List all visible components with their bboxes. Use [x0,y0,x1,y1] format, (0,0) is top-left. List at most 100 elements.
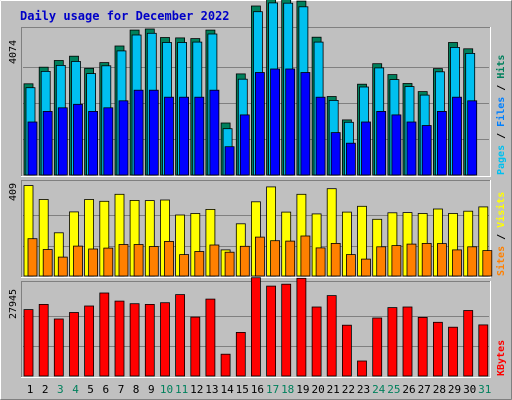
legend-kbytes: KBytes [496,340,507,376]
bar-sites [406,243,417,277]
x-tick-label: 4 [72,383,79,396]
bar-pages [148,89,159,176]
x-tick-label: 23 [357,383,370,396]
legend-item-visits: Visits [495,192,507,228]
legend-item-files: Files [495,97,507,127]
bar-sites [42,249,53,277]
bar-sites [467,246,478,277]
bar-sites [361,258,371,277]
bar-kbytes [235,331,246,377]
bar-kbytes [38,303,49,377]
bar-kbytes [84,305,94,377]
bar-sites [330,242,341,277]
bar-pages [27,121,38,176]
x-tick-label: 14 [220,383,234,396]
x-tick-label: 25 [387,383,400,396]
bar-pages [133,89,144,176]
x-tick-label: 21 [327,383,340,396]
bar-sites [57,256,68,277]
bar-sites [88,248,98,277]
bar-pages [467,100,478,176]
bar-kbytes [266,285,277,377]
bar-pages [406,121,417,176]
bar-kbytes [372,317,383,377]
bar-kbytes [326,295,337,377]
bar-kbytes [357,360,367,377]
bar-pages [57,107,68,176]
bar-pages [88,111,98,176]
bar-sites [452,249,462,277]
bar-pages [42,111,53,176]
legend-visits_sites: Sites / Visits [495,192,507,276]
x-tick-label: 31 [478,383,491,396]
x-tick-label: 11 [175,383,188,396]
panel-visits_sites: 409 Sites / Visits [8,180,507,278]
bar-kbytes [53,318,64,377]
legend-item-pages: Pages [496,145,507,175]
bar-kbytes [296,277,307,377]
bar-sites [391,245,402,277]
legend-item-sites: Sites [495,246,507,276]
bar-sites [209,244,220,277]
bar-pages [224,146,235,176]
x-tick-label: 10 [160,383,173,396]
bar-sites [270,240,281,277]
bar-pages [345,142,356,176]
legend-separator: / [496,228,507,246]
x-tick-label: 24 [372,383,386,396]
x-tick-label: 12 [190,383,203,396]
bar-sites [73,245,83,277]
bar-pages [270,68,281,176]
bar-kbytes [23,309,34,377]
bar-pages [421,125,432,176]
bar-sites [436,243,447,277]
bar-sites [224,251,235,277]
bar-kbytes [463,310,474,377]
bar-sites [194,251,205,277]
x-tick-label: 5 [87,383,94,396]
x-tick-label: 22 [342,383,355,396]
x-tick-label: 18 [281,383,294,396]
bar-kbytes [144,303,155,377]
bar-sites [133,244,144,277]
bar-kbytes [448,326,458,377]
bar-sites [345,254,356,277]
bar-pages [179,96,190,176]
bar-pages [452,96,462,176]
bar-sites [148,246,159,277]
bar-sites [164,240,174,277]
x-tick-label: 6 [102,383,109,396]
bar-pages [436,111,447,176]
bar-pages [239,114,250,176]
panel-kbytes: 27945 KBytes [8,277,507,378]
bar-kbytes [114,300,125,377]
bar-pages [254,72,265,176]
x-tick-label: 1 [27,383,34,396]
bar-pages [300,72,311,176]
bar-pages [103,107,114,176]
bar-kbytes [129,303,140,377]
bar-kbytes [432,321,443,377]
bar-sites [421,242,432,277]
chart-title: Daily usage for December 2022 [20,9,230,23]
y-axis-max-label: 4074 [8,40,19,64]
x-tick-label: 2 [42,383,49,396]
bar-pages [209,89,220,176]
x-tick-label: 8 [133,383,140,396]
x-tick-label: 16 [251,383,264,396]
x-tick-label: 3 [57,383,64,396]
bar-sites [315,247,326,277]
bar-pages [118,100,129,176]
bar-pages [315,96,326,176]
bar-sites [254,236,265,277]
bar-kbytes [402,306,413,377]
x-tick-label: 30 [463,383,476,396]
bar-kbytes [69,312,79,377]
x-tick-label: 26 [402,383,415,396]
bar-sites [103,247,114,277]
x-tick-label: 29 [448,383,461,396]
bar-pages [285,68,296,176]
bar-pages [361,121,371,176]
legend-hits_files_pages: Pages / Files / Hits [495,55,507,175]
x-tick-label: 28 [433,383,446,396]
